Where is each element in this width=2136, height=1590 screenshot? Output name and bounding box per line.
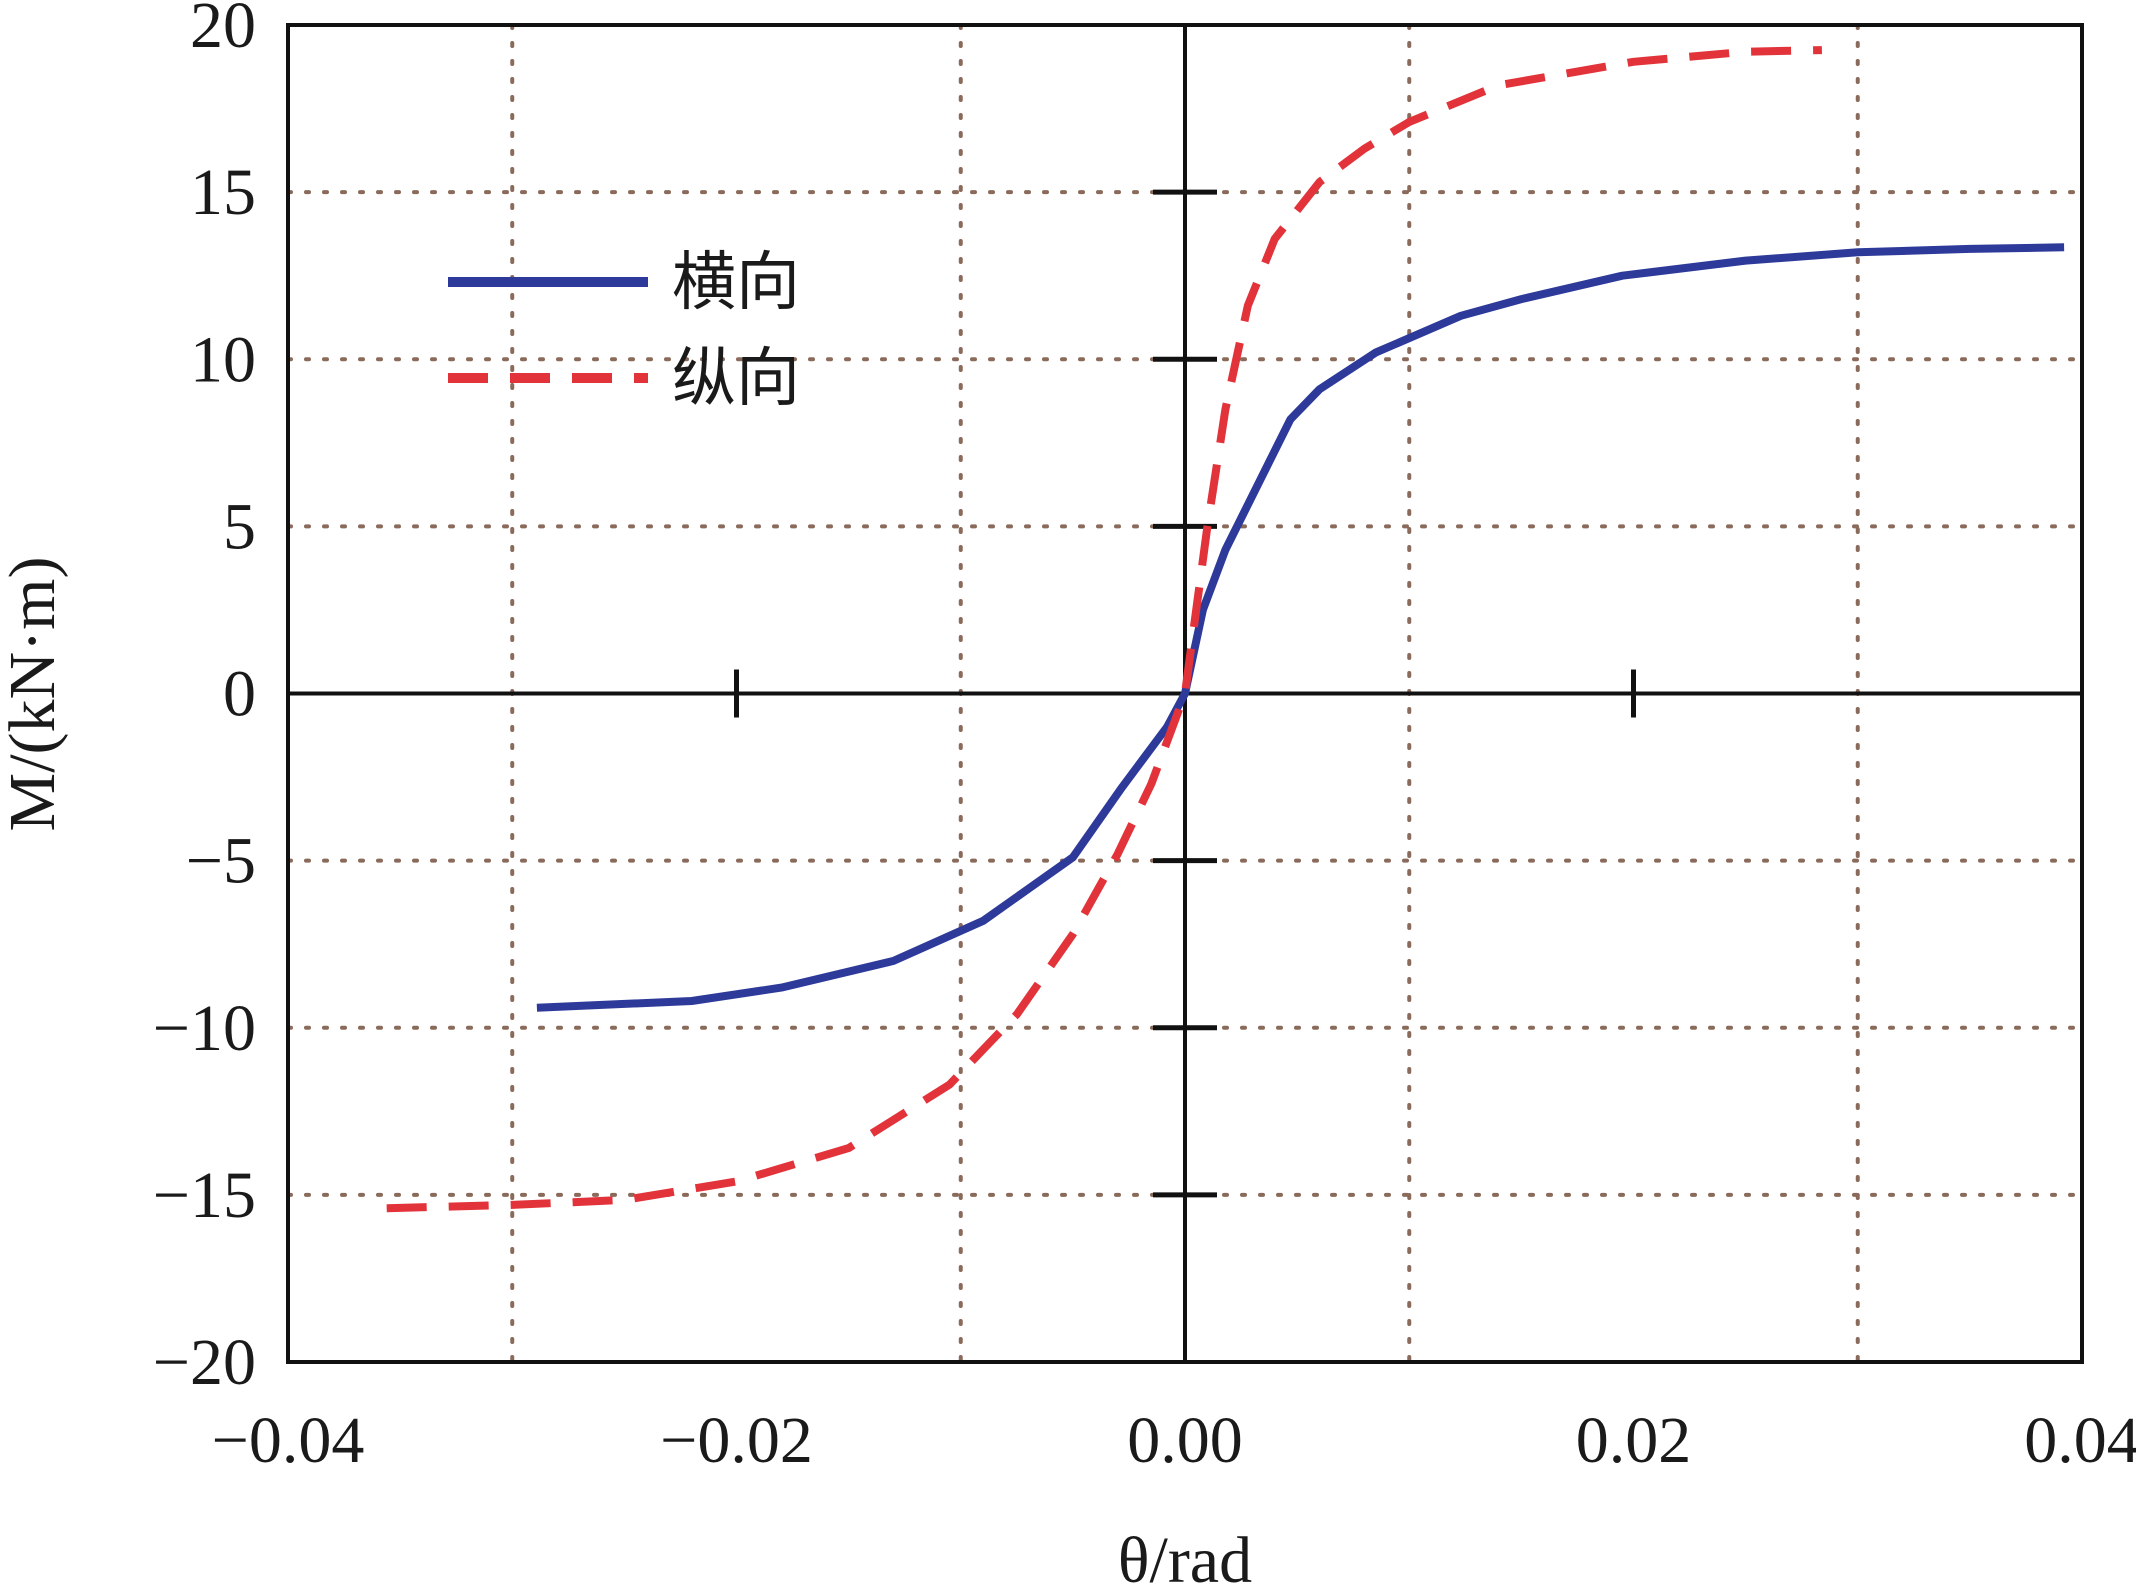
y-tick-label: 0 xyxy=(223,658,256,731)
y-tick-label: 15 xyxy=(190,156,256,229)
x-tick-label: −0.04 xyxy=(212,1404,365,1477)
y-tick-label: 20 xyxy=(190,0,256,62)
x-tick-label: −0.02 xyxy=(660,1404,813,1477)
x-tick-label: 0.00 xyxy=(1127,1404,1243,1477)
y-tick-label: 10 xyxy=(190,323,256,396)
series-line-transverse xyxy=(536,243,2065,1012)
y-axis-title: M/(kN·m) xyxy=(0,557,69,832)
x-axis-title: θ/rad xyxy=(1118,1524,1252,1585)
x-tick-label: 0.04 xyxy=(2024,1404,2136,1477)
y-tick-label: −15 xyxy=(153,1159,256,1232)
y-tick-label: −10 xyxy=(153,992,256,1065)
x-tick-label: 0.02 xyxy=(1576,1404,1692,1477)
series-line-longitudinal xyxy=(386,46,1822,1213)
y-tick-label: −5 xyxy=(186,825,256,898)
legend-label-transverse: 横向 xyxy=(672,246,800,320)
y-tick-label: 5 xyxy=(223,490,256,563)
y-tick-label: −20 xyxy=(153,1326,256,1399)
legend-label-longitudinal: 纵向 xyxy=(672,342,800,416)
series-layer xyxy=(386,46,2065,1213)
